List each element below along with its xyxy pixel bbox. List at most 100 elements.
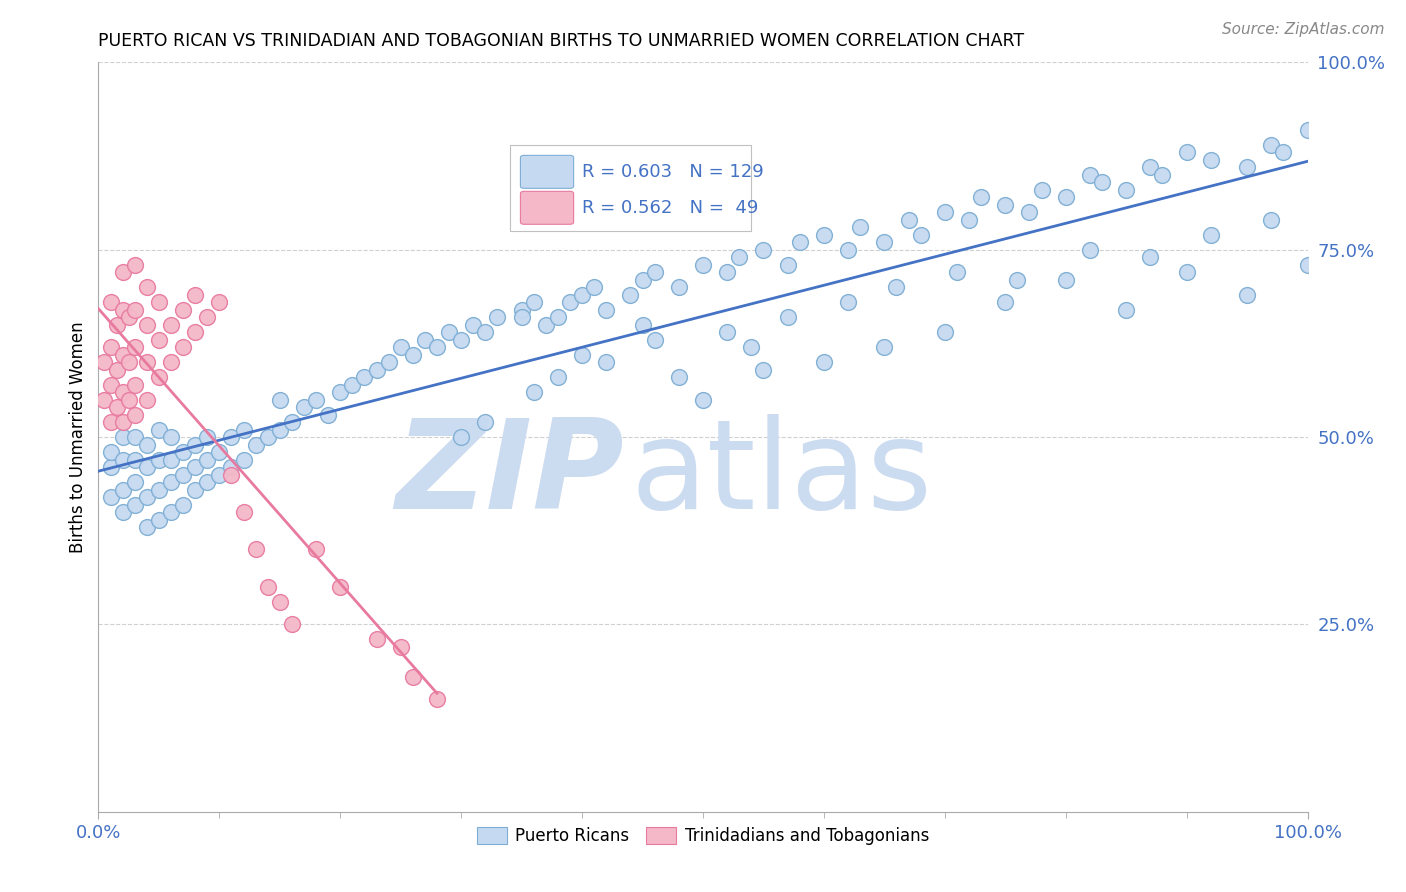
Point: [450, 333, 472, 347]
Point: [172, 445, 194, 459]
Point: [329, 385, 352, 400]
Point: [631, 273, 654, 287]
Point: [160, 430, 183, 444]
Point: [124, 258, 146, 272]
Point: [534, 318, 557, 332]
Point: [221, 430, 243, 444]
Point: [281, 617, 304, 632]
Point: [740, 340, 762, 354]
Point: [105, 318, 128, 332]
Point: [118, 392, 141, 407]
Point: [148, 512, 170, 526]
Point: [873, 340, 896, 354]
Point: [934, 325, 956, 339]
Point: [595, 355, 617, 369]
Point: [1152, 168, 1174, 182]
Point: [105, 362, 128, 376]
Point: [1031, 183, 1053, 197]
Point: [172, 467, 194, 482]
Point: [426, 692, 449, 706]
Point: [474, 415, 496, 429]
Point: [1115, 302, 1137, 317]
Point: [329, 580, 352, 594]
Point: [160, 452, 183, 467]
Point: [474, 325, 496, 339]
Point: [93, 392, 115, 407]
Point: [135, 392, 157, 407]
Point: [994, 198, 1017, 212]
Point: [644, 265, 666, 279]
Point: [148, 333, 170, 347]
Point: [184, 460, 207, 475]
Point: [105, 400, 128, 414]
Point: [100, 445, 122, 459]
Point: [221, 460, 243, 475]
Point: [160, 355, 183, 369]
Point: [148, 295, 170, 310]
Point: [813, 227, 835, 242]
Point: [510, 310, 533, 325]
Point: [1175, 145, 1198, 160]
Point: [752, 362, 775, 376]
Point: [184, 437, 207, 451]
Point: [1272, 145, 1295, 160]
Point: [1175, 265, 1198, 279]
Point: [583, 280, 606, 294]
Point: [135, 318, 157, 332]
Point: [1054, 190, 1077, 204]
Point: [148, 452, 170, 467]
Point: [100, 415, 122, 429]
Point: [160, 475, 183, 489]
Point: [1199, 153, 1222, 167]
Point: [292, 400, 315, 414]
Point: [631, 318, 654, 332]
Point: [148, 423, 170, 437]
Text: Source: ZipAtlas.com: Source: ZipAtlas.com: [1222, 22, 1385, 37]
Point: [100, 460, 122, 475]
Point: [93, 355, 115, 369]
Point: [1260, 137, 1282, 152]
Point: [437, 325, 460, 339]
Point: [124, 475, 146, 489]
Text: R = 0.603   N = 129: R = 0.603 N = 129: [582, 163, 763, 181]
Point: [946, 265, 969, 279]
Point: [547, 310, 569, 325]
Point: [1296, 258, 1319, 272]
Point: [934, 205, 956, 219]
Point: [813, 355, 835, 369]
Point: [124, 340, 146, 354]
Point: [232, 452, 254, 467]
Point: [619, 287, 641, 301]
Point: [1007, 273, 1029, 287]
Point: [100, 340, 122, 354]
Point: [377, 355, 399, 369]
Point: [1078, 243, 1101, 257]
Point: [245, 542, 267, 557]
Point: [111, 483, 134, 497]
Point: [172, 302, 194, 317]
Point: [100, 295, 122, 310]
Point: [316, 408, 339, 422]
Point: [148, 370, 170, 384]
Point: [402, 348, 425, 362]
Point: [389, 640, 412, 654]
Point: [124, 452, 146, 467]
Point: [160, 505, 183, 519]
Point: [1139, 161, 1161, 175]
Point: [413, 333, 436, 347]
Point: [486, 310, 509, 325]
Point: [184, 483, 207, 497]
Point: [1078, 168, 1101, 182]
Point: [208, 445, 231, 459]
Point: [118, 355, 141, 369]
Point: [837, 295, 859, 310]
Point: [269, 392, 291, 407]
Point: [118, 310, 141, 325]
Point: [160, 318, 183, 332]
Point: [1236, 287, 1258, 301]
Text: PUERTO RICAN VS TRINIDADIAN AND TOBAGONIAN BIRTHS TO UNMARRIED WOMEN CORRELATION: PUERTO RICAN VS TRINIDADIAN AND TOBAGONI…: [98, 32, 1025, 50]
Point: [1091, 175, 1114, 189]
Point: [232, 423, 254, 437]
Point: [135, 355, 157, 369]
Point: [510, 302, 533, 317]
